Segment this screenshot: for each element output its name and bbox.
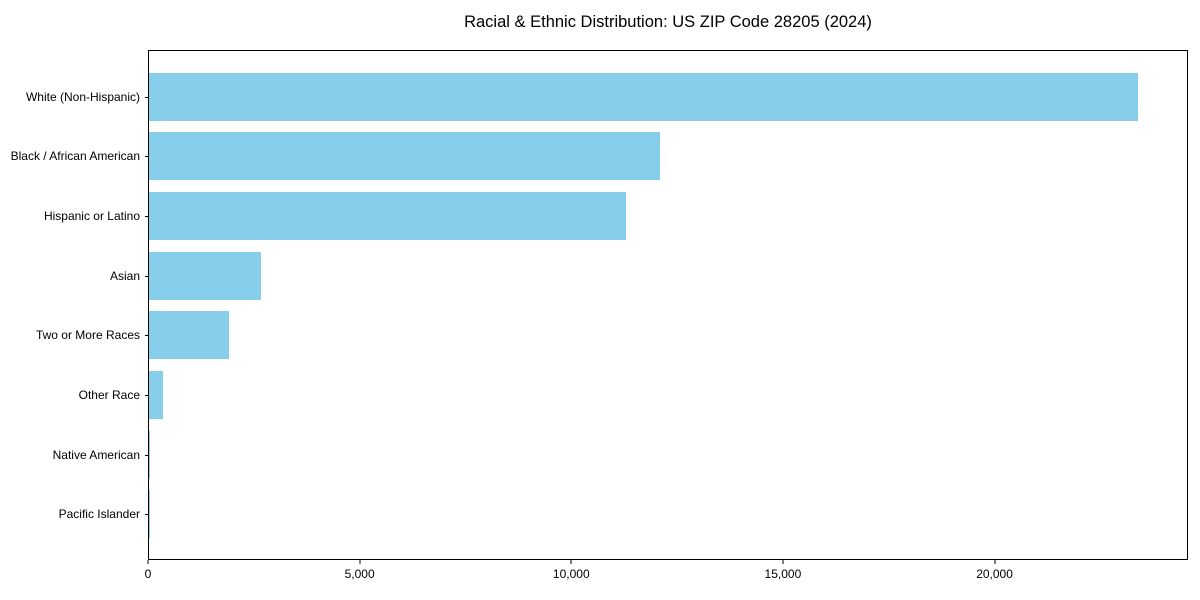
y-tick <box>145 96 149 98</box>
x-tick <box>147 560 149 564</box>
x-tick <box>359 560 361 564</box>
category-label: Pacific Islander <box>58 507 140 522</box>
y-tick <box>145 514 149 516</box>
bar-row: Black / African American <box>11 127 1187 187</box>
bar-row: Asian <box>110 246 1187 306</box>
plot-area: White (Non-Hispanic) Black / African Amer… <box>11 50 1188 560</box>
category-label: Two or More Races <box>35 328 140 343</box>
bar <box>149 251 261 300</box>
chart-title: Racial & Ethnic Distribution: US ZIP Cod… <box>464 13 872 31</box>
x-tick <box>570 560 572 564</box>
bar <box>149 430 150 479</box>
category-label: Asian <box>109 268 140 283</box>
x-tick-label: 15,000 <box>764 567 802 581</box>
bar <box>149 311 230 360</box>
x-axis: 0 5,000 10,000 15,000 20,000 <box>144 560 1188 590</box>
bar-row: White (Non-Hispanic) <box>26 67 1187 127</box>
y-tick <box>145 216 149 218</box>
y-tick <box>145 275 149 277</box>
bar-row: Two or More Races <box>36 306 1187 366</box>
category-label: Native American <box>52 447 140 462</box>
category-label: Other Race <box>78 387 140 402</box>
y-tick <box>145 454 149 456</box>
x-tick-label: 0 <box>144 567 152 581</box>
bar-row: Native American <box>53 425 1187 485</box>
y-tick <box>145 156 149 158</box>
category-label: Black / African American <box>10 149 140 164</box>
category-label: White (Non-Hispanic) <box>25 89 140 104</box>
x-tick-label: 20,000 <box>976 567 1013 581</box>
bar-row: Pacific Islander <box>59 484 1187 544</box>
bar <box>149 192 627 241</box>
x-tick <box>994 560 996 564</box>
bar-row: Hispanic or Latino <box>44 186 1187 246</box>
category-label: Hispanic or Latino <box>43 209 140 224</box>
bar-row: Other Race <box>79 365 1187 425</box>
bar <box>149 132 661 181</box>
bar <box>149 370 163 419</box>
x-tick-label: 5,000 <box>344 567 375 581</box>
y-tick <box>145 335 149 337</box>
bar <box>149 72 1138 121</box>
bar-rows: White (Non-Hispanic) Black / African Amer… <box>11 67 1187 544</box>
y-tick <box>145 394 149 396</box>
x-tick-label: 10,000 <box>552 567 590 581</box>
x-tick <box>782 560 784 564</box>
